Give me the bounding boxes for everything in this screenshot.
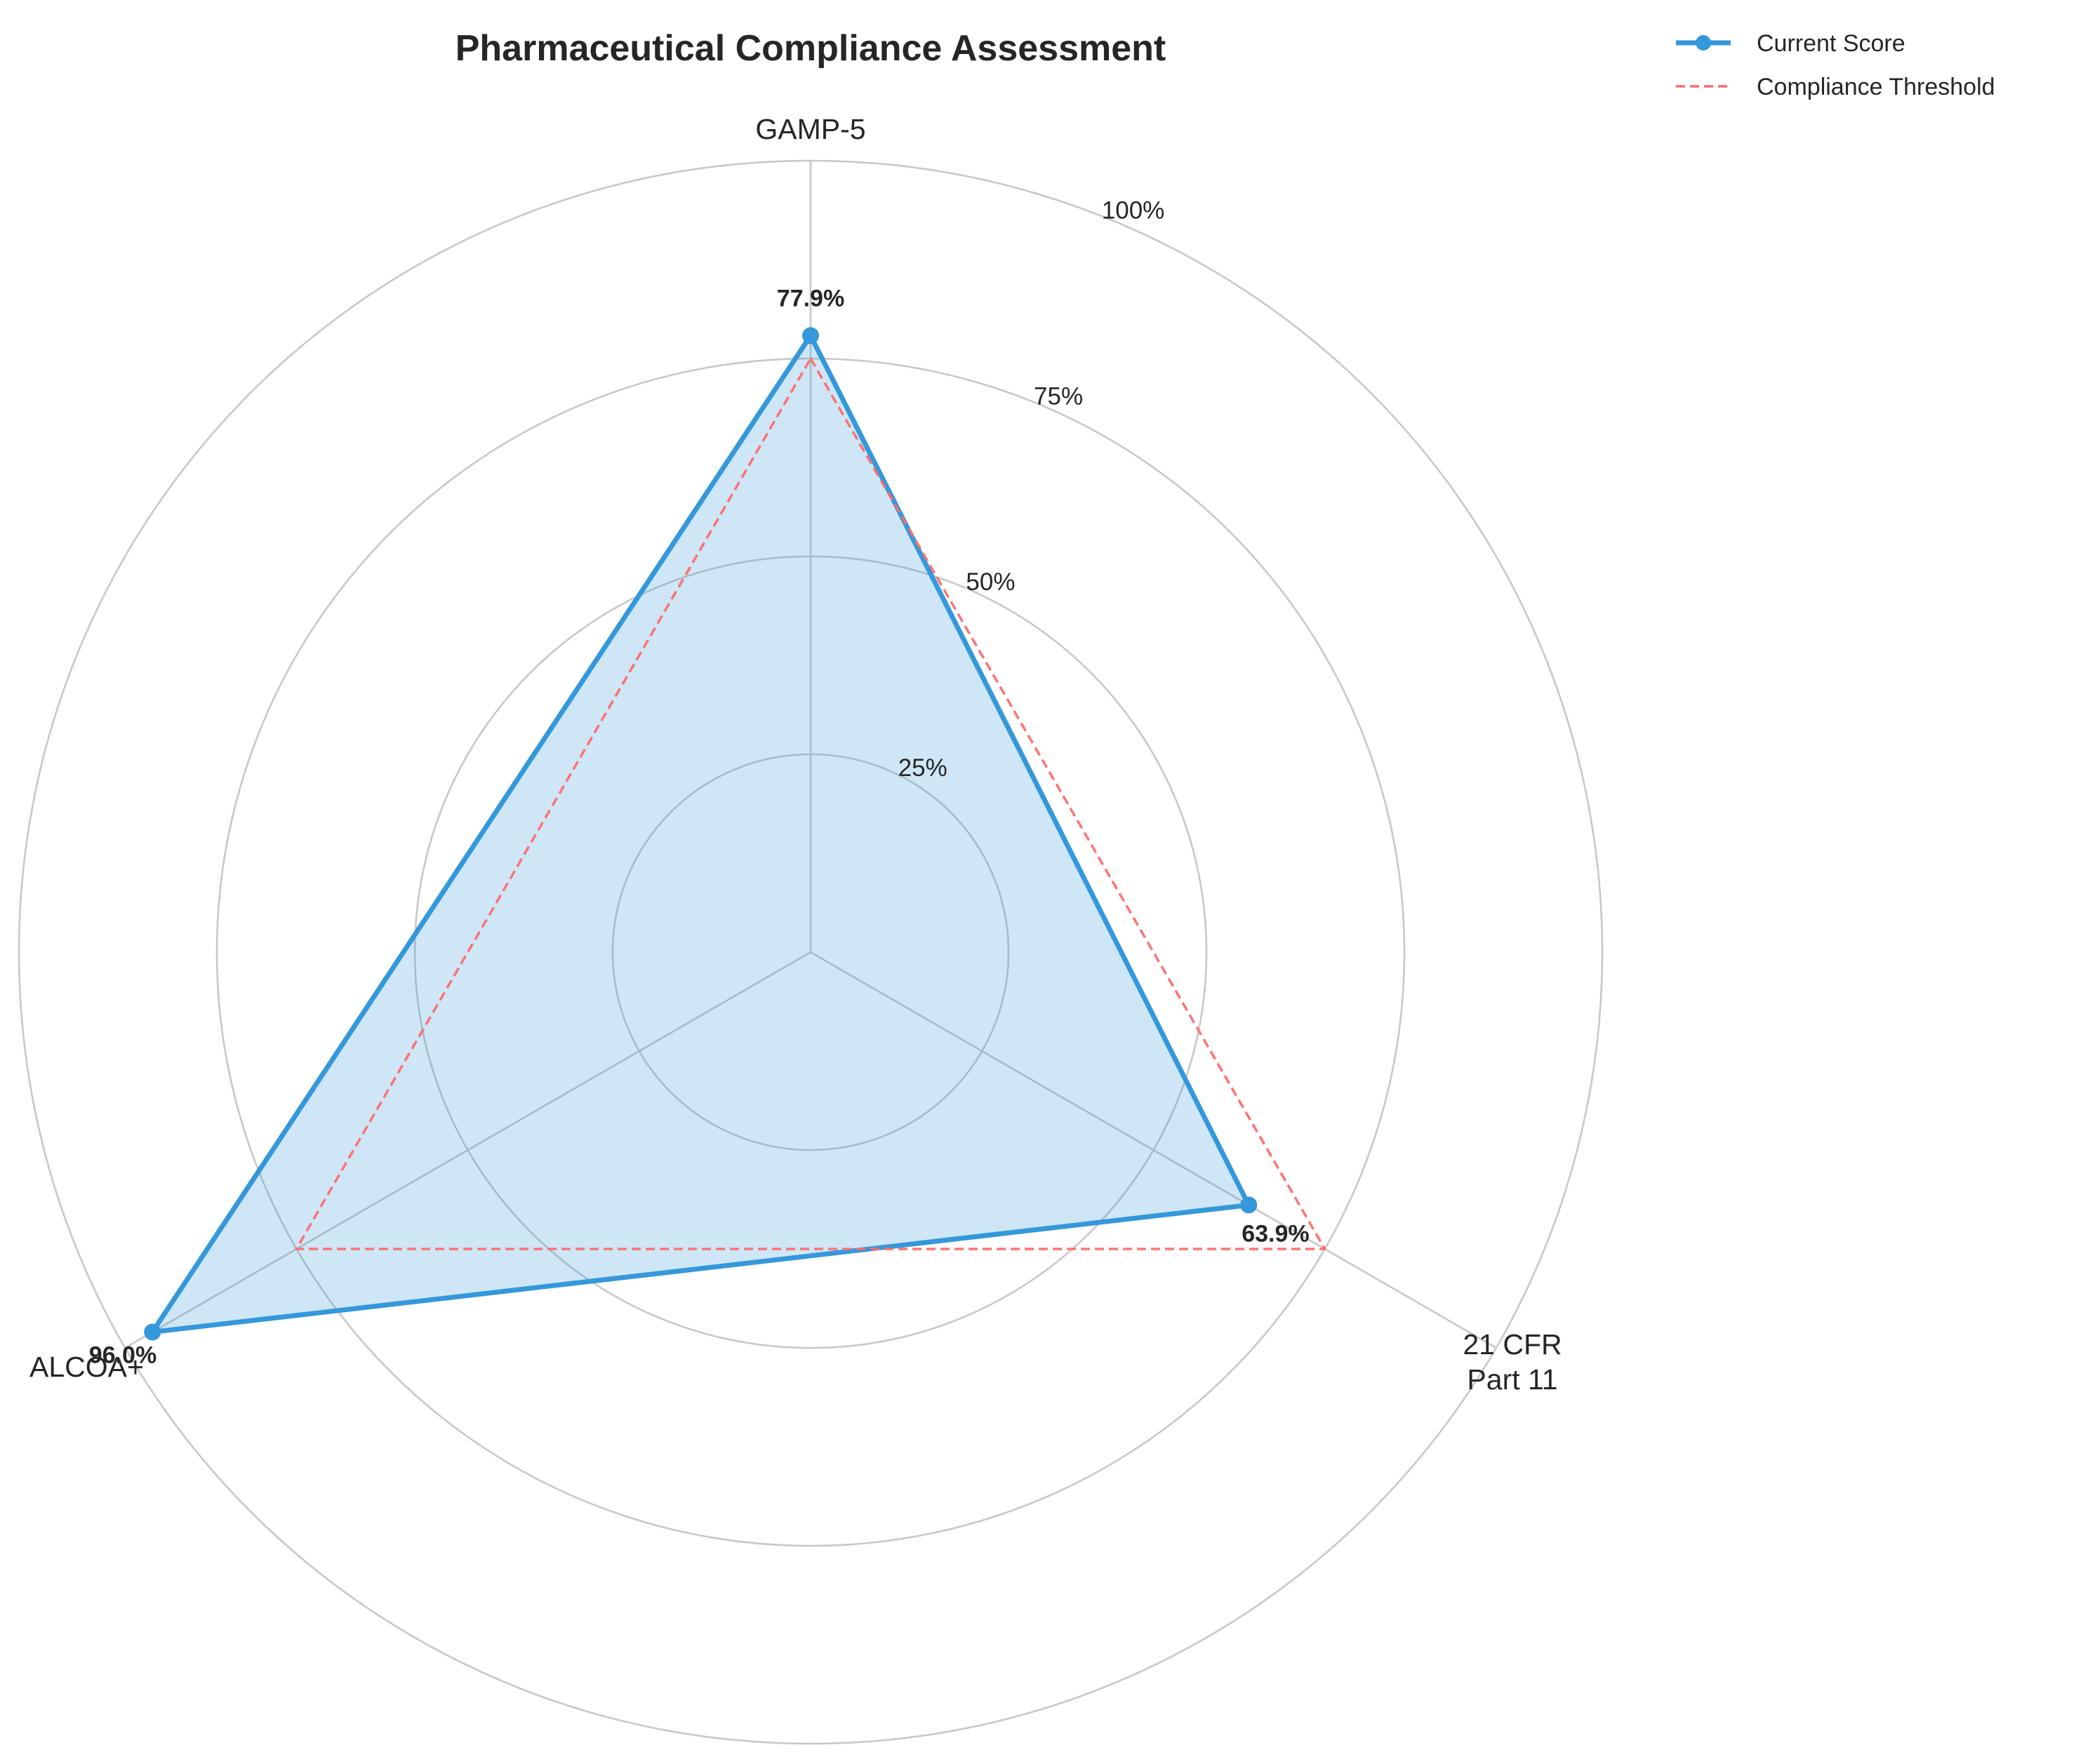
legend-label-compliance-threshold: Compliance Threshold bbox=[1757, 74, 1995, 100]
series-line-compliance-threshold bbox=[295, 357, 1326, 1250]
grid-layer bbox=[18, 159, 1604, 1745]
spoke-21-cfr-part-11 bbox=[810, 951, 1497, 1349]
label-layer: 25% 50% 75% 100% 77.9% 63.9% 96.0% GAMP-5 21 CFR… bbox=[29, 113, 1562, 1396]
legend-label-current-score: Current Score bbox=[1757, 30, 1905, 57]
legend-marker-current-score bbox=[1696, 35, 1711, 51]
spoke-alcoa bbox=[124, 951, 811, 1349]
series-fill-current-score bbox=[152, 335, 1249, 1332]
series-point-current-score-alcoa bbox=[144, 1323, 161, 1341]
value-label-alcoa: 96.0% bbox=[89, 1342, 157, 1368]
category-label-gamp-5: GAMP-5 bbox=[755, 113, 865, 145]
radial-tick-label-25: 25% bbox=[898, 754, 947, 782]
series-point-current-score-21-cfr-part-11 bbox=[1240, 1196, 1258, 1214]
chart-title: Pharmaceutical Compliance Assessment bbox=[455, 28, 1166, 69]
value-label-gamp-5: 77.9% bbox=[777, 285, 844, 312]
value-label-21-cfr-part-11: 63.9% bbox=[1242, 1220, 1309, 1247]
series-point-current-score-gamp-5 bbox=[802, 327, 819, 345]
radial-tick-label-100: 100% bbox=[1102, 196, 1165, 224]
category-label-21-cfr-part-11: 21 CFR Part 11 bbox=[1463, 1328, 1562, 1396]
legend: Current Score Compliance Threshold bbox=[1676, 30, 1995, 100]
category-label-alcoa: ALCOA+ bbox=[29, 1351, 144, 1383]
radial-tick-label-50: 50% bbox=[966, 568, 1015, 596]
radial-tick-label-75: 75% bbox=[1034, 382, 1083, 410]
series-line-current-score bbox=[149, 333, 1251, 1335]
series-layer bbox=[144, 327, 1326, 1341]
